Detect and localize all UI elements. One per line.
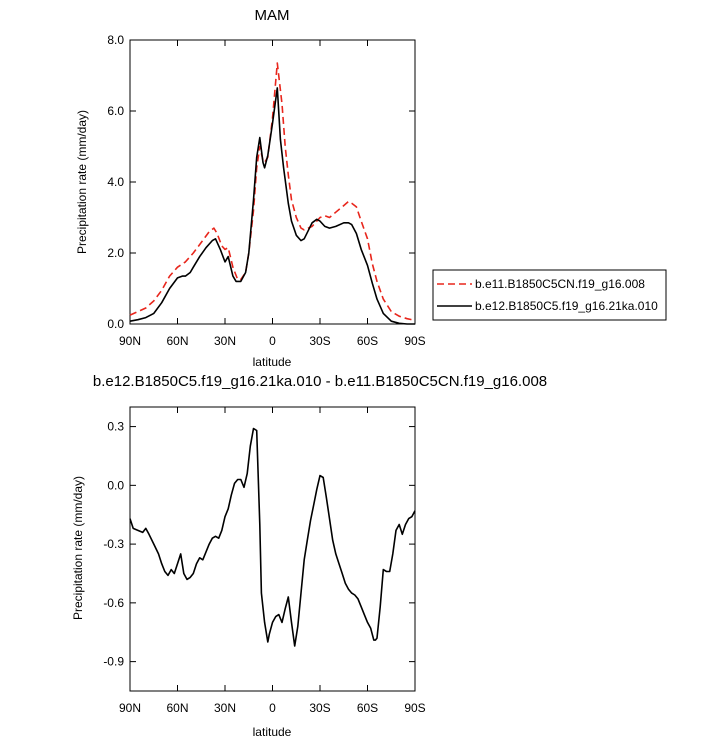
bottom-y-tick-label: -0.9	[103, 655, 124, 669]
bottom-chart-x-axis-title: latitude	[253, 725, 292, 739]
bottom-series-line-difference	[129, 427, 416, 647]
legend-frame	[432, 269, 667, 321]
top-x-tick-label: 90S	[404, 334, 425, 348]
bottom-chart-series	[129, 427, 416, 647]
top-chart-legend: b.e11.B1850C5CN.f19_g16.008 b.e12.B1850C…	[432, 269, 667, 321]
bottom-x-tick-label: 0	[269, 701, 276, 715]
top-y-tick-label: 6.0	[107, 104, 124, 118]
bottom-x-tick-label: 30S	[309, 701, 330, 715]
top-y-tick-label: 2.0	[107, 246, 124, 260]
top-x-tick-label: 30S	[309, 334, 330, 348]
top-x-tick-label: 60N	[166, 334, 188, 348]
top-chart-series	[129, 62, 416, 325]
bottom-y-tick-label: -0.3	[103, 537, 124, 551]
bottom-x-tick-label: 90S	[404, 701, 425, 715]
top-chart: MAM 0.02.04.06.08.0 90N 60N 30N 0 30S 60S 90S …	[75, 7, 426, 369]
top-chart-x-axis-title: latitude	[253, 355, 292, 369]
top-series-line-21ka-010	[129, 87, 415, 325]
top-y-tick-label: 0.0	[107, 317, 124, 331]
top-chart-title: MAM	[255, 7, 290, 24]
bottom-y-tick-label: 0.0	[107, 478, 124, 492]
bottom-chart-title: b.e12.B1850C5.f19_g16.21ka.010 - b.e11.B…	[93, 373, 547, 390]
top-chart-y-axis-title: Precipitation rate (mm/day)	[75, 110, 89, 254]
bottom-chart-y-axis-title: Precipitation rate (mm/day)	[71, 476, 85, 620]
legend-label-21ka-010: b.e12.B1850C5.f19_g16.21ka.010	[475, 299, 658, 313]
bottom-y-tick-label: -0.6	[103, 596, 124, 610]
bottom-chart-x-axis: 90N 60N 30N 0 30S 60S 90S	[119, 407, 426, 715]
top-x-tick-label: 0	[269, 334, 276, 348]
top-chart-x-axis: 90N 60N 30N 0 30S 60S 90S	[119, 40, 426, 348]
bottom-x-tick-label: 60N	[166, 701, 188, 715]
top-chart-y-axis: 0.0 2.0 4.0 6.0 8.0	[107, 33, 415, 331]
legend-label-cn-008: b.e11.B1850C5CN.f19_g16.008	[475, 277, 645, 291]
bottom-x-tick-label: 60S	[357, 701, 378, 715]
top-y-tick-label: 8.0	[107, 33, 124, 47]
top-x-tick-label: 30N	[214, 334, 236, 348]
top-x-tick-label: 60S	[357, 334, 378, 348]
bottom-chart-plot-frame	[129, 406, 416, 692]
bottom-chart-y-axis: -0.9 -0.6 -0.3 0.0 0.3	[103, 420, 415, 669]
bottom-chart: b.e12.B1850C5.f19_g16.21ka.010 - b.e11.B…	[71, 373, 547, 739]
top-x-tick-label: 90N	[119, 334, 141, 348]
bottom-x-tick-label: 30N	[214, 701, 236, 715]
bottom-x-tick-label: 90N	[119, 701, 141, 715]
bottom-y-tick-label: 0.3	[107, 420, 124, 434]
top-y-tick-label: 4.0	[107, 175, 124, 189]
